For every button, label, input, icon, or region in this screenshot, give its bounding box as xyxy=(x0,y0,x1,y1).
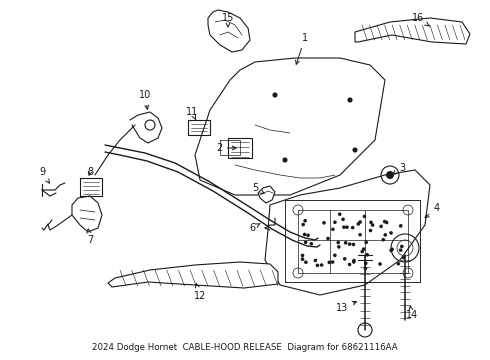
Circle shape xyxy=(389,231,393,235)
Circle shape xyxy=(358,233,362,237)
Circle shape xyxy=(399,224,402,228)
Polygon shape xyxy=(258,186,275,203)
Circle shape xyxy=(306,234,310,237)
Text: 5: 5 xyxy=(252,183,264,193)
Circle shape xyxy=(314,259,317,262)
Circle shape xyxy=(322,221,326,225)
Circle shape xyxy=(365,240,368,244)
Circle shape xyxy=(333,253,337,257)
Circle shape xyxy=(364,267,368,270)
Circle shape xyxy=(399,248,402,252)
Text: 14: 14 xyxy=(406,306,418,320)
Text: 2024 Dodge Hornet  CABLE-HOOD RELEASE  Diagram for 68621116AA: 2024 Dodge Hornet CABLE-HOOD RELEASE Dia… xyxy=(92,343,398,352)
Circle shape xyxy=(371,223,374,227)
Circle shape xyxy=(379,225,383,228)
Circle shape xyxy=(303,233,306,236)
Circle shape xyxy=(396,262,400,266)
Circle shape xyxy=(368,229,372,232)
Circle shape xyxy=(352,259,356,262)
Circle shape xyxy=(400,245,404,248)
Text: 12: 12 xyxy=(194,284,206,301)
Polygon shape xyxy=(195,58,385,195)
Circle shape xyxy=(361,250,364,253)
Text: 6: 6 xyxy=(249,223,260,233)
Circle shape xyxy=(326,237,330,240)
Circle shape xyxy=(386,171,394,179)
Polygon shape xyxy=(108,262,278,288)
Circle shape xyxy=(390,249,393,252)
Circle shape xyxy=(338,212,342,216)
Circle shape xyxy=(337,241,340,244)
Circle shape xyxy=(364,262,368,265)
Circle shape xyxy=(304,260,308,264)
Circle shape xyxy=(351,226,354,229)
Polygon shape xyxy=(72,196,102,232)
Text: 2: 2 xyxy=(216,143,236,153)
Text: 4: 4 xyxy=(425,203,440,217)
Text: 13: 13 xyxy=(336,301,356,313)
Text: 1: 1 xyxy=(295,33,308,64)
Circle shape xyxy=(310,242,313,246)
Text: 3: 3 xyxy=(393,163,405,174)
Circle shape xyxy=(301,257,304,261)
Circle shape xyxy=(369,220,373,224)
Circle shape xyxy=(378,262,382,266)
Circle shape xyxy=(316,264,319,267)
Text: 9: 9 xyxy=(39,167,49,183)
Circle shape xyxy=(331,228,335,231)
Circle shape xyxy=(304,240,307,244)
Circle shape xyxy=(363,215,367,218)
Circle shape xyxy=(301,223,305,226)
Circle shape xyxy=(357,222,360,226)
Circle shape xyxy=(343,257,346,261)
Polygon shape xyxy=(208,10,250,52)
Circle shape xyxy=(352,243,355,246)
Circle shape xyxy=(342,225,346,229)
Circle shape xyxy=(273,93,277,97)
Circle shape xyxy=(352,260,356,264)
Circle shape xyxy=(391,247,394,251)
Text: 11: 11 xyxy=(186,107,198,120)
Circle shape xyxy=(345,225,349,229)
Circle shape xyxy=(344,241,347,244)
Circle shape xyxy=(358,220,362,224)
Circle shape xyxy=(327,261,331,264)
Circle shape xyxy=(382,238,385,242)
Circle shape xyxy=(348,98,352,102)
Circle shape xyxy=(337,245,341,249)
Circle shape xyxy=(402,256,405,260)
Text: 8: 8 xyxy=(87,167,93,177)
Circle shape xyxy=(283,158,287,162)
Circle shape xyxy=(301,253,304,257)
Circle shape xyxy=(362,247,366,251)
Circle shape xyxy=(366,253,369,257)
Circle shape xyxy=(353,148,357,152)
Circle shape xyxy=(383,220,387,223)
Circle shape xyxy=(303,219,307,222)
Text: 10: 10 xyxy=(139,90,151,109)
Circle shape xyxy=(385,221,389,224)
Text: 16: 16 xyxy=(412,13,429,26)
Circle shape xyxy=(348,263,351,266)
Circle shape xyxy=(333,220,337,224)
Text: 7: 7 xyxy=(87,229,93,245)
Circle shape xyxy=(341,217,345,221)
Text: 15: 15 xyxy=(222,13,234,27)
Circle shape xyxy=(331,260,334,264)
Polygon shape xyxy=(355,18,470,44)
Circle shape xyxy=(384,233,387,237)
Circle shape xyxy=(320,263,323,267)
Circle shape xyxy=(348,242,351,246)
Polygon shape xyxy=(265,170,430,295)
